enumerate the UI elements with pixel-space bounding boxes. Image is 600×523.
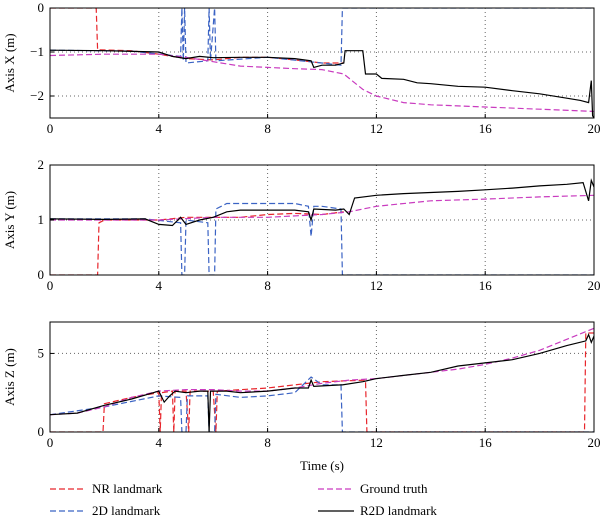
y-tick-label: −1 [30, 44, 44, 59]
series-group [50, 8, 594, 118]
legend-label: 2D landmark [92, 503, 161, 518]
x-tick-label: 8 [264, 121, 271, 136]
panel-3: 0 4 8 12 16 20 0 5 Axis Z (m) [2, 321, 600, 450]
y-tick-label: 0 [38, 267, 45, 282]
series-line-nr [50, 332, 594, 432]
legend-item-nr: NR landmark [50, 481, 163, 496]
x-tick-label: 20 [588, 278, 600, 293]
x-tick-label: 16 [479, 278, 493, 293]
series-line-d2 [50, 202, 594, 275]
y-tick-label: −2 [30, 88, 44, 103]
series-line-gt [50, 53, 594, 112]
y-tick-label: 1 [38, 212, 45, 227]
x-tick-label: 16 [479, 121, 493, 136]
y-tick-label: 2 [38, 157, 45, 172]
y-tick-label: 0 [38, 0, 45, 15]
x-tick-label: 0 [47, 278, 54, 293]
y-axis-label: Axis X (m) [2, 33, 17, 92]
legend-label: Ground truth [360, 481, 428, 496]
series-line-nr [50, 211, 344, 275]
panel-1: 0 4 8 12 16 20 0 −1 −2 Axis X (m) [2, 0, 600, 136]
x-tick-label: 20 [588, 435, 600, 450]
legend-label: R2D landmark [360, 503, 437, 518]
legend: NR landmark 2D landmark Ground truth R2D la… [50, 481, 437, 518]
x-tick-label: 4 [156, 278, 163, 293]
plot-frame [49, 321, 595, 433]
x-tick-label: 16 [479, 435, 493, 450]
x-tick-label: 4 [156, 121, 163, 136]
series-group [50, 178, 594, 275]
x-tick-label: 12 [370, 121, 383, 136]
x-tick-label: 0 [47, 435, 54, 450]
y-tick-label: 0 [38, 424, 45, 439]
y-axis-label: Axis Y (m) [2, 191, 17, 249]
series-line-r2d [50, 178, 594, 227]
plot-frame [49, 7, 595, 119]
x-tick-label: 4 [156, 435, 163, 450]
series-line-d2 [50, 376, 594, 432]
series-line-d2 [50, 8, 594, 66]
x-tick-label: 12 [370, 435, 383, 450]
series-line-gt [50, 194, 594, 221]
x-tick-label: 12 [370, 278, 383, 293]
series-line-nr [50, 8, 344, 64]
x-tick-label: 0 [47, 121, 54, 136]
series-line-r2d [50, 332, 594, 432]
y-axis-label: Axis Z (m) [2, 348, 17, 406]
series-line-r2d [50, 49, 594, 118]
series-group [50, 327, 594, 432]
series-line-gt [50, 327, 594, 416]
legend-label: NR landmark [92, 481, 163, 496]
legend-item-r2d: R2D landmark [318, 503, 437, 518]
legend-item-d2: 2D landmark [50, 503, 161, 518]
legend-item-gt: Ground truth [318, 481, 428, 496]
x-axis-label: Time (s) [300, 458, 344, 473]
x-tick-label: 8 [264, 278, 271, 293]
y-tick-label: 5 [38, 345, 45, 360]
x-tick-label: 20 [588, 121, 600, 136]
x-tick-label: 8 [264, 435, 271, 450]
